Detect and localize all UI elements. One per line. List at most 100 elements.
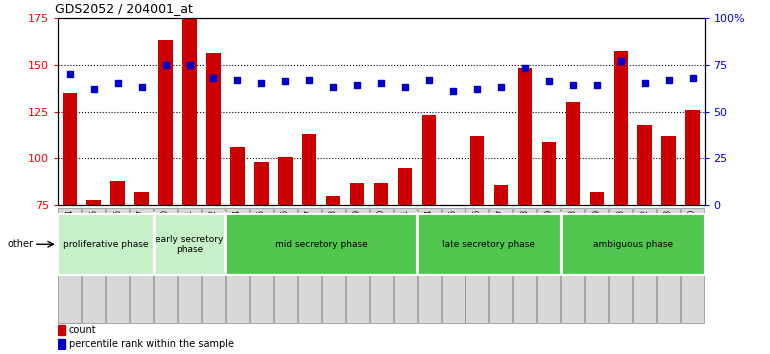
FancyBboxPatch shape (585, 208, 608, 323)
Text: GSM109826: GSM109826 (281, 209, 290, 255)
Point (662, 77, 675, 82)
FancyBboxPatch shape (681, 208, 704, 323)
FancyBboxPatch shape (514, 208, 537, 323)
Text: GSM109829: GSM109829 (353, 209, 362, 255)
FancyBboxPatch shape (82, 208, 105, 323)
Text: GSM109830: GSM109830 (377, 209, 386, 255)
Point (303, 77, 316, 82)
Point (543, 79, 555, 84)
Point (183, 62, 196, 68)
FancyBboxPatch shape (393, 208, 417, 323)
Bar (350, 183, 364, 205)
Point (519, 65, 531, 71)
Text: GSM109819: GSM109819 (592, 209, 601, 255)
Point (327, 84, 340, 90)
Bar (86, 200, 101, 205)
Bar (398, 168, 412, 205)
Text: GSM109839: GSM109839 (544, 209, 554, 255)
Bar (110, 181, 125, 205)
Bar (590, 192, 604, 205)
Text: GSM109821: GSM109821 (185, 209, 194, 255)
Text: GSM109815: GSM109815 (89, 209, 99, 255)
Point (567, 82, 579, 88)
FancyBboxPatch shape (226, 208, 249, 323)
Point (614, 58, 627, 64)
FancyBboxPatch shape (226, 214, 417, 275)
FancyBboxPatch shape (322, 208, 345, 323)
Text: GSM109817: GSM109817 (137, 209, 146, 255)
Text: GSM109834: GSM109834 (424, 209, 434, 255)
Point (207, 75, 219, 81)
Bar (182, 18, 196, 205)
Point (423, 77, 435, 82)
FancyBboxPatch shape (58, 214, 153, 275)
Text: count: count (69, 325, 96, 335)
Bar (206, 53, 221, 205)
Point (351, 82, 363, 88)
Text: GSM109828: GSM109828 (329, 209, 338, 255)
Bar (541, 142, 556, 205)
Point (399, 84, 411, 90)
FancyBboxPatch shape (153, 214, 226, 275)
Text: ambiguous phase: ambiguous phase (593, 240, 673, 249)
Bar (566, 102, 580, 205)
FancyBboxPatch shape (106, 208, 129, 323)
Bar (302, 134, 316, 205)
Point (159, 62, 172, 68)
FancyBboxPatch shape (561, 208, 584, 323)
Point (280, 79, 292, 84)
Point (136, 84, 148, 90)
Text: proliferative phase: proliferative phase (63, 240, 149, 249)
Text: GSM109827: GSM109827 (305, 209, 314, 255)
FancyBboxPatch shape (466, 208, 488, 323)
Text: GDS2052 / 204001_at: GDS2052 / 204001_at (55, 2, 192, 15)
Point (255, 80, 267, 86)
FancyBboxPatch shape (417, 208, 440, 323)
Point (375, 80, 387, 86)
Bar (685, 110, 700, 205)
Text: percentile rank within the sample: percentile rank within the sample (69, 339, 233, 349)
FancyBboxPatch shape (490, 208, 512, 323)
Point (112, 80, 124, 86)
Text: other: other (8, 239, 34, 249)
Point (231, 77, 243, 82)
Text: late secretory phase: late secretory phase (443, 240, 535, 249)
Bar (278, 156, 293, 205)
Point (686, 75, 698, 81)
FancyBboxPatch shape (609, 208, 632, 323)
Text: GSM109820: GSM109820 (161, 209, 170, 255)
Bar (254, 162, 269, 205)
FancyBboxPatch shape (441, 208, 464, 323)
Text: GSM109823: GSM109823 (616, 209, 625, 255)
Point (447, 88, 459, 94)
Text: GSM109832: GSM109832 (640, 209, 649, 255)
Bar (58, 325, 65, 335)
Bar (62, 93, 77, 205)
Point (638, 80, 651, 86)
Bar (517, 68, 532, 205)
FancyBboxPatch shape (537, 208, 561, 323)
Text: early secretory
phase: early secretory phase (156, 235, 224, 254)
Text: GSM109818: GSM109818 (568, 209, 578, 255)
Text: GSM109835: GSM109835 (448, 209, 457, 255)
Text: GSM109838: GSM109838 (521, 209, 530, 255)
Text: GSM109840: GSM109840 (688, 209, 697, 255)
Bar (422, 115, 437, 205)
Text: GSM109833: GSM109833 (664, 209, 673, 255)
Bar (638, 125, 652, 205)
Bar (135, 192, 149, 205)
FancyBboxPatch shape (250, 208, 273, 323)
FancyBboxPatch shape (346, 208, 369, 323)
Text: GSM109825: GSM109825 (257, 209, 266, 255)
FancyBboxPatch shape (130, 208, 153, 323)
Bar (230, 147, 245, 205)
Bar (494, 185, 508, 205)
Text: GSM109824: GSM109824 (233, 209, 242, 255)
FancyBboxPatch shape (657, 208, 680, 323)
Point (470, 86, 483, 92)
Text: GSM109836: GSM109836 (473, 209, 481, 255)
FancyBboxPatch shape (202, 208, 225, 323)
FancyBboxPatch shape (633, 208, 656, 323)
FancyBboxPatch shape (274, 208, 296, 323)
Text: GSM109837: GSM109837 (497, 209, 505, 255)
